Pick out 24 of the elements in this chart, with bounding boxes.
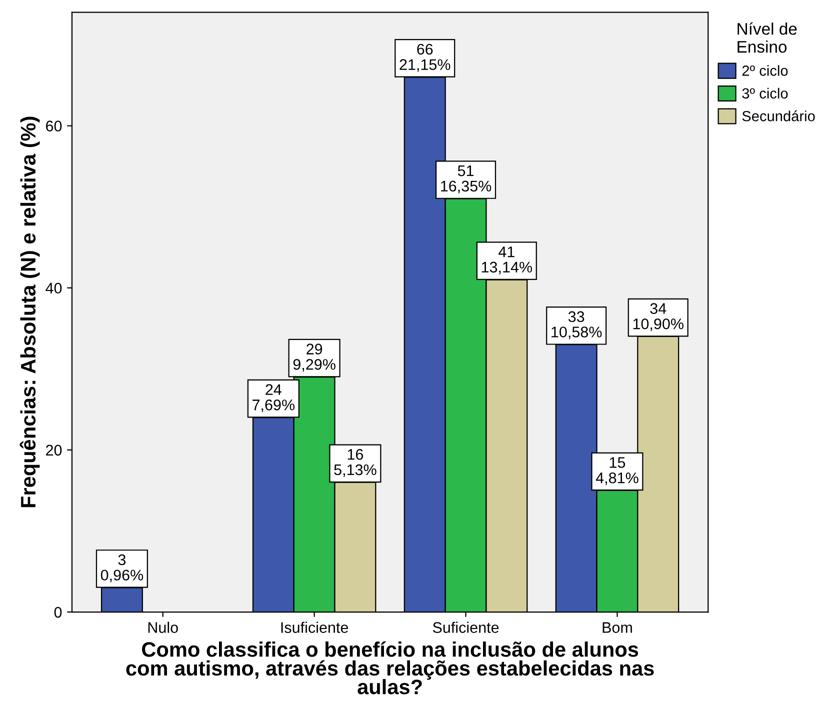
x-tick-label: Bom xyxy=(602,622,632,633)
y-tick-label: 0 xyxy=(54,606,62,618)
legend-label: 3º ciclo xyxy=(742,88,788,99)
y-tick-label: 20 xyxy=(46,444,62,456)
x-tick-label: Suficiente xyxy=(432,622,499,633)
y-tick-label: 40 xyxy=(46,282,62,294)
x-tick-label: Isuficiente xyxy=(281,622,348,633)
data-label: 33 10,58% xyxy=(552,311,602,340)
data-label: 51 16,35% xyxy=(441,166,492,194)
legend-label: Secundário xyxy=(742,110,815,122)
data-label: 34 10,90% xyxy=(633,303,684,332)
data-label: 16 5,13% xyxy=(334,449,376,477)
y-tick-label: 60 xyxy=(46,120,62,132)
legend-title: Nível de Ensino xyxy=(738,22,797,53)
data-label: 3 0,96% xyxy=(100,554,144,582)
x-tick-label: Nulo xyxy=(148,622,178,633)
data-label: 24 7,69% xyxy=(252,384,295,412)
data-label: 66 21,15% xyxy=(400,44,450,72)
y-axis-title: Frequências: Absoluta (N) e relativa (%) xyxy=(20,116,40,508)
x-axis-title: Como classifica o benefício na inclusão de alunos com autismo, através das relações estabelecidas nas aulas? xyxy=(126,641,654,694)
legend-label: 2º ciclo xyxy=(742,65,788,76)
data-label: 15 4,81% xyxy=(596,457,638,486)
data-label: 29 9,29% xyxy=(293,344,336,372)
data-label: 41 13,14% xyxy=(482,246,532,274)
